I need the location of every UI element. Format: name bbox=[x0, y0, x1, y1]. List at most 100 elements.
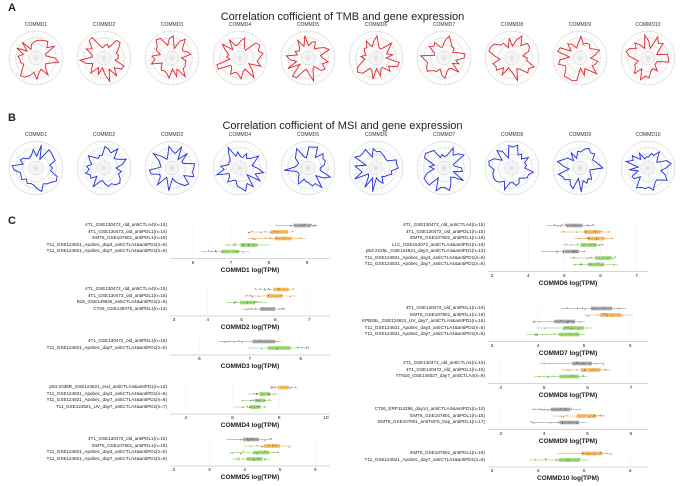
forest-plot-area bbox=[488, 305, 648, 342]
forest-dot bbox=[262, 307, 264, 309]
radar-spoke bbox=[145, 165, 173, 169]
radar-spoke bbox=[553, 55, 581, 59]
radar-spoke bbox=[354, 41, 377, 59]
forest-dot bbox=[596, 237, 598, 239]
radar-title: COMMD5 bbox=[297, 132, 319, 138]
radar-spoke bbox=[294, 167, 309, 192]
radar-spoke bbox=[307, 43, 331, 59]
radar-spoke bbox=[154, 147, 173, 169]
radar-spoke bbox=[35, 167, 56, 187]
forest-dot bbox=[287, 386, 289, 388]
radar-spoke bbox=[375, 145, 392, 169]
radar-spoke bbox=[553, 165, 581, 169]
radar-spoke bbox=[103, 33, 116, 59]
forest-box bbox=[558, 332, 580, 337]
forest-dot bbox=[613, 264, 615, 266]
radar-spoke bbox=[621, 167, 649, 171]
radar-correlation-line bbox=[284, 146, 332, 189]
forest-dot bbox=[583, 363, 585, 365]
radar-spoke bbox=[443, 57, 467, 73]
radar-spoke bbox=[14, 57, 37, 75]
radar-spoke bbox=[435, 142, 445, 169]
radar-spoke bbox=[511, 141, 514, 169]
forest-dot bbox=[250, 406, 252, 408]
radar-correlation-line bbox=[215, 146, 265, 192]
radar-spoke bbox=[35, 33, 48, 59]
radar-title: COMMD7 bbox=[433, 132, 455, 138]
radar-spoke bbox=[511, 31, 514, 59]
forest-dot bbox=[579, 322, 581, 324]
radar-spoke bbox=[511, 167, 538, 179]
forest-row-label: T11_GSE124821_Apobec_day7_antiCTLA4&anti… bbox=[364, 331, 485, 336]
radar-spoke bbox=[486, 57, 513, 66]
forest-dot bbox=[572, 328, 574, 330]
radar-spoke bbox=[236, 167, 241, 195]
forest-dot bbox=[264, 458, 266, 460]
forest-dot bbox=[258, 295, 260, 297]
radar-correlation-line bbox=[419, 35, 466, 80]
forest-dot bbox=[604, 313, 606, 315]
radar-spoke bbox=[35, 143, 48, 169]
forest-dot bbox=[576, 231, 578, 233]
panel-b-letter: B bbox=[8, 112, 16, 124]
radar-spoke bbox=[307, 167, 310, 195]
forest-dot bbox=[545, 459, 547, 461]
forest-dot bbox=[617, 308, 619, 310]
forest-dot bbox=[251, 230, 253, 232]
radar-spoke bbox=[443, 141, 446, 169]
radar-spoke bbox=[213, 57, 241, 61]
radar-spoke bbox=[566, 57, 581, 82]
radar-spoke bbox=[419, 45, 445, 59]
radar-spoke bbox=[95, 167, 105, 194]
radar-spoke bbox=[18, 37, 37, 59]
radar-spoke bbox=[77, 55, 105, 59]
radar-spoke bbox=[375, 57, 396, 77]
forest-box bbox=[576, 414, 597, 418]
forest-dot bbox=[592, 308, 594, 310]
forest-dot bbox=[261, 446, 263, 448]
forest-dot bbox=[585, 231, 587, 233]
radar-spoke bbox=[362, 57, 377, 82]
forest-dot bbox=[255, 308, 257, 310]
radar-spoke bbox=[349, 57, 377, 61]
forest-box bbox=[252, 339, 276, 344]
forest-tick-label: 6 bbox=[273, 318, 277, 323]
radar-spoke bbox=[79, 155, 105, 169]
forest-row-label: CT26_ERP114296_day14_antiCTLA4&antiPD1(n… bbox=[374, 406, 485, 411]
forest-dot bbox=[547, 410, 549, 412]
forest-tick-label: 3 bbox=[499, 431, 502, 437]
radar-spoke bbox=[375, 43, 399, 59]
forest-row-label: EMT6_GSE107801_antiTGFb_trap_antiPDL1(n=… bbox=[378, 419, 485, 424]
forest-dot bbox=[599, 451, 601, 453]
radar-spoke bbox=[307, 149, 328, 169]
radar-spoke bbox=[103, 167, 127, 183]
radar-spoke bbox=[239, 141, 247, 169]
radar-spoke bbox=[9, 55, 37, 59]
radar-spoke bbox=[79, 45, 105, 59]
radar-spoke bbox=[103, 167, 131, 174]
radar-spoke bbox=[623, 167, 649, 181]
forest-dot bbox=[240, 453, 242, 455]
radar-spoke bbox=[351, 45, 377, 59]
radar-spoke bbox=[503, 32, 513, 59]
forest-dot bbox=[588, 454, 590, 456]
radar-spoke bbox=[579, 167, 607, 174]
forest-dot bbox=[214, 250, 216, 252]
radar-spoke bbox=[443, 57, 464, 77]
radar-spoke bbox=[168, 57, 173, 85]
forest-dot bbox=[563, 416, 565, 418]
radar-spoke bbox=[239, 57, 252, 83]
radar-spoke bbox=[422, 41, 445, 59]
panel-b-title: Correlation cofficient of MSI and gene e… bbox=[222, 120, 463, 132]
forest-dot bbox=[568, 320, 570, 322]
radar-spoke bbox=[511, 57, 524, 83]
forest-dot bbox=[289, 225, 291, 227]
forest-dot bbox=[589, 244, 591, 246]
radar-spoke bbox=[639, 32, 649, 59]
radar-spoke bbox=[307, 33, 320, 59]
radar-spoke bbox=[307, 57, 310, 85]
forest-dot bbox=[238, 251, 240, 253]
radar-correlation-line bbox=[353, 147, 400, 192]
forest-dot bbox=[238, 457, 240, 459]
forest-tick-label: 7 bbox=[635, 273, 639, 279]
